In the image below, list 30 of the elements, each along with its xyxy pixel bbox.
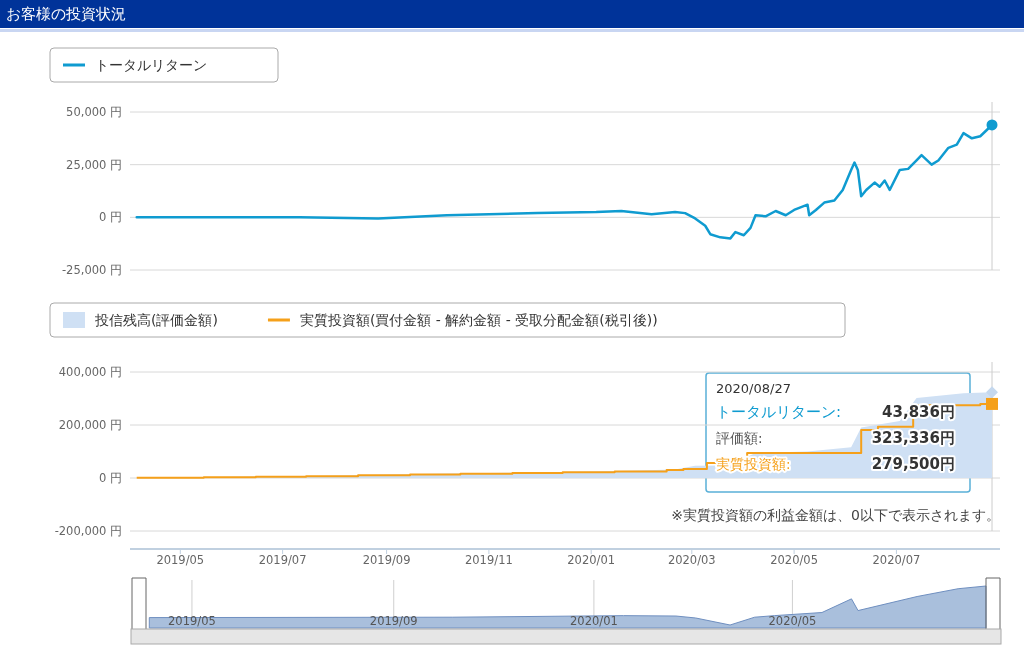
x-tick-label: 2019/07	[258, 553, 307, 567]
x-tick-label: 2020/01	[570, 614, 618, 628]
annotation: 279,500円	[871, 455, 955, 473]
legend-label: トータルリターン	[95, 57, 207, 73]
legend-label: 実質投資額(買付金額 - 解約金額 - 受取分配金額(税引後))	[299, 312, 658, 328]
x-tick-label: 2019/09	[369, 614, 418, 628]
x-tick-label: 2020/05	[768, 614, 817, 628]
y-tick-label: -25,000 円	[61, 263, 122, 277]
annotation: トータルリターン:	[716, 403, 842, 421]
chart-title: お客様の投資状況	[6, 5, 126, 23]
legend-label: 投信残高(評価金額)	[94, 312, 218, 328]
x-tick-label: 2019/05	[168, 614, 216, 628]
annotation: 評価額:	[716, 430, 763, 446]
x-tick-label: 2019/09	[362, 553, 411, 567]
y-tick-label: 0 円	[99, 471, 122, 485]
x-tick-label: 2020/07	[872, 553, 921, 567]
x-tick-label: 2020/05	[770, 553, 818, 567]
annotation: 2020/08/27	[716, 381, 791, 396]
y-tick-label: 50,000 円	[66, 105, 122, 119]
annotation: ※実質投資額の利益金額は、0以下で表示されます。	[671, 507, 1000, 523]
y-tick-label: -200,000 円	[54, 524, 122, 538]
x-tick-label: 2019/11	[465, 553, 513, 567]
y-tick-label: 200,000 円	[58, 418, 122, 432]
y-tick-label: 25,000 円	[66, 157, 122, 172]
y-tick-label: 0 円	[99, 210, 122, 225]
x-tick-label: 2019/05	[156, 553, 205, 567]
x-tick-label: 2020/03	[667, 553, 716, 567]
x-tick-label: 2020/01	[567, 553, 616, 567]
annotation: 323,336円	[871, 429, 955, 447]
y-tick-label: 400,000 円	[58, 365, 122, 379]
